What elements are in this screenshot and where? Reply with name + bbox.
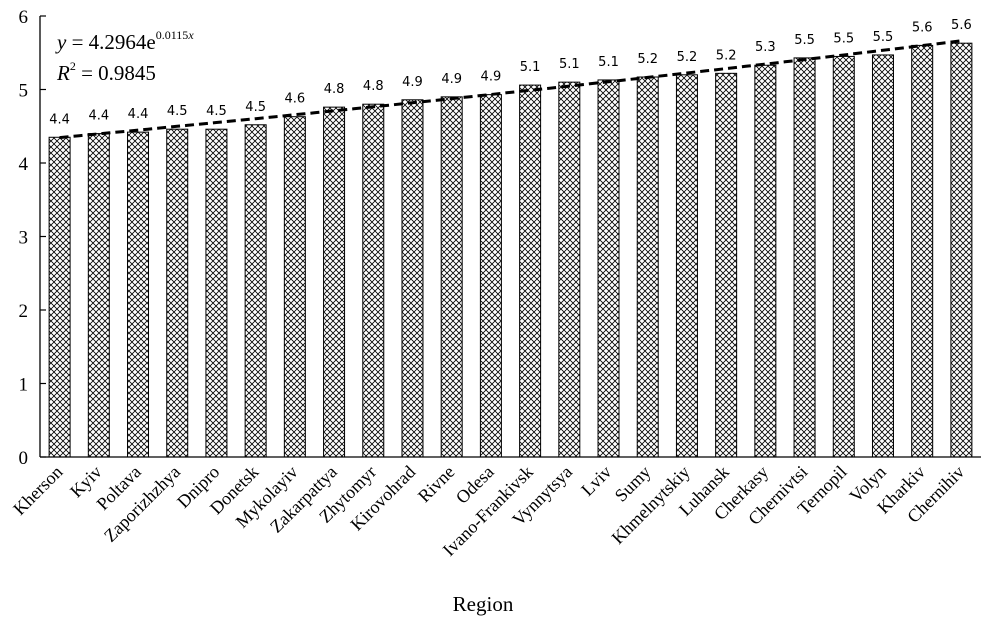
trend-equation: y = 4.2964e0.0115x [55, 28, 194, 54]
y-tick-label: 4 [19, 154, 29, 175]
data-label: 5.6 [951, 18, 972, 33]
bar [87, 133, 110, 458]
data-label: 5.1 [598, 55, 619, 70]
y-tick-label: 0 [19, 448, 29, 469]
bar [440, 96, 463, 458]
data-labels: 4.4 4.4 4.4 4.5 4.5 4.5 4.6 4.8 4.8 4.9 4.9 4.9 5.1 5… [49, 18, 971, 127]
data-label: 5.5 [794, 33, 815, 48]
y-tick-label: 5 [19, 81, 29, 102]
bar [911, 44, 934, 458]
bar [558, 81, 581, 458]
data-label: 4.8 [363, 79, 384, 94]
bar [323, 106, 346, 458]
bar [754, 64, 777, 458]
bar [715, 72, 738, 458]
data-label: 5.5 [833, 31, 854, 46]
data-label: 5.1 [559, 57, 580, 72]
bar [793, 57, 816, 458]
bar [205, 128, 228, 458]
category-labels: Kherson KyivPoltavaZaporizhzhyaDniproDone… [9, 462, 968, 560]
y-tick-label: 3 [19, 228, 29, 249]
data-label: 4.4 [88, 109, 109, 124]
bar [127, 131, 150, 458]
data-label: 5.2 [677, 50, 698, 65]
data-label: 4.8 [324, 82, 345, 97]
category-label: Rivne [414, 462, 459, 507]
category-label: Lviv [577, 462, 615, 500]
equation-y-var: y [55, 30, 67, 54]
data-label: 4.9 [441, 72, 462, 87]
equation-exponent-var: x [187, 28, 194, 42]
bar [519, 84, 542, 458]
data-label: 4.5 [167, 104, 188, 119]
bar [479, 94, 502, 458]
data-label: 4.9 [481, 70, 502, 85]
bar [597, 79, 620, 458]
y-ticks: 0 1 2 3 4 5 6 [19, 7, 46, 469]
r-squared: R2 = 0.9845 [56, 59, 156, 85]
bar [950, 42, 973, 458]
data-label: 5.1 [520, 60, 541, 75]
equation-exponent: 0.0115 [156, 28, 189, 42]
data-label: 4.4 [128, 107, 149, 122]
bar [362, 103, 385, 458]
data-label: 4.6 [285, 92, 306, 107]
equation-coefficient: = 4.2964e [66, 30, 155, 54]
data-label: 5.2 [637, 52, 658, 67]
bar [401, 99, 424, 458]
r-squared-var: R [56, 61, 70, 85]
data-label: 5.5 [873, 30, 894, 45]
y-tick-label: 6 [19, 7, 29, 28]
r-squared-value: = 0.9845 [76, 61, 156, 85]
data-label: 5.6 [912, 20, 933, 35]
category-label: Kherson [9, 462, 66, 519]
data-label: 4.5 [245, 100, 266, 115]
bar [283, 116, 306, 458]
bar [675, 74, 698, 458]
data-label: 4.9 [402, 75, 423, 90]
bar [871, 54, 894, 458]
trend-line [59, 39, 962, 140]
data-label: 5.3 [755, 40, 776, 55]
equation-box: y = 4.2964e0.0115x R2 = 0.9845 [55, 28, 194, 85]
bar [636, 76, 659, 458]
x-axis-title: Region [453, 592, 514, 616]
data-label: 4.5 [206, 104, 227, 119]
data-label: 5.2 [716, 48, 737, 63]
bar [244, 124, 267, 458]
bar [832, 55, 855, 458]
r-squared-exp: 2 [70, 59, 76, 73]
y-tick-label: 1 [19, 375, 29, 396]
y-tick-label: 2 [19, 301, 29, 322]
bar [48, 136, 71, 458]
data-label: 4.4 [49, 112, 70, 127]
bar [166, 128, 189, 458]
